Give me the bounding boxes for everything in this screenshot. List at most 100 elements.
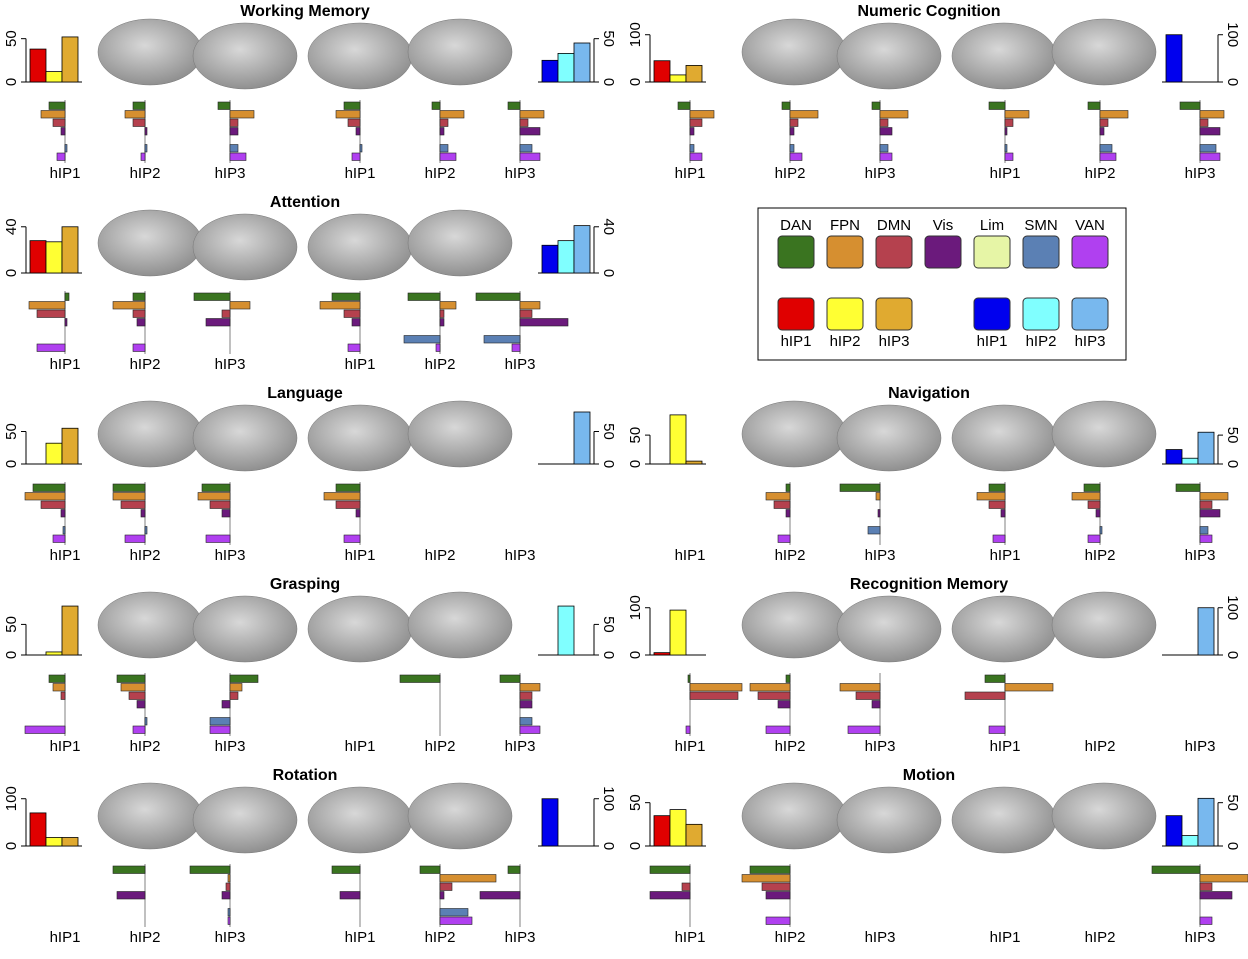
profile-label: hIP1 <box>675 547 706 564</box>
brain-surface <box>741 782 847 850</box>
brain-surface <box>307 786 413 854</box>
profile-bar <box>132 343 146 352</box>
profile-bar <box>229 683 243 692</box>
legend-box <box>757 207 1127 361</box>
bar <box>685 65 703 83</box>
profile-bar <box>988 483 1006 492</box>
profile-bar <box>519 110 545 119</box>
panel-title: Grasping <box>270 576 340 593</box>
y-tick-label: 0 <box>627 842 644 850</box>
y-tick-label: 0 <box>627 78 644 86</box>
profile-bar <box>785 483 791 492</box>
y-tick-label: 100 <box>1224 22 1241 47</box>
brain-surface <box>192 595 298 663</box>
bar <box>653 652 671 656</box>
profile-bar <box>992 534 1006 543</box>
y-tick-label: 0 <box>3 842 20 850</box>
y-tick-label: 0 <box>627 651 644 659</box>
bar <box>1197 431 1215 465</box>
profile-label: hIP1 <box>990 738 1021 755</box>
profile-label: hIP2 <box>130 738 161 755</box>
profile-label: hIP1 <box>345 738 376 755</box>
profile-label: hIP2 <box>1085 929 1116 946</box>
profile-bar <box>879 118 889 127</box>
profile-label: hIP3 <box>1185 547 1216 564</box>
profile-label: hIP1 <box>50 547 81 564</box>
profile-bar <box>221 309 231 318</box>
y-tick-label: 100 <box>627 595 644 620</box>
profile-bar <box>439 309 445 318</box>
bar <box>1181 457 1199 465</box>
profile-bar <box>519 700 533 709</box>
profile-bar <box>1199 144 1217 153</box>
profile-bar <box>205 534 231 543</box>
brain-surface <box>1051 400 1157 468</box>
profile-bar <box>519 118 529 127</box>
profile-bar <box>24 725 66 734</box>
profile-bar <box>1004 118 1014 127</box>
legend-label: Vis <box>933 217 954 234</box>
profile-label: hIP3 <box>215 929 246 946</box>
profile-bar <box>507 101 521 110</box>
profile-bar <box>757 691 791 700</box>
bar <box>685 823 703 847</box>
profile-bar <box>116 674 146 683</box>
profile-label: hIP3 <box>1185 738 1216 755</box>
profile-bar <box>1099 127 1105 136</box>
profile-bar <box>689 144 695 153</box>
profile-label: hIP2 <box>130 547 161 564</box>
profile-label: hIP1 <box>50 165 81 182</box>
brain-surface <box>307 595 413 663</box>
profile-label: hIP1 <box>345 929 376 946</box>
profile-bar <box>439 127 445 136</box>
legend-swatch <box>875 235 913 269</box>
profile-bar <box>136 318 146 327</box>
profile-bar <box>781 101 791 110</box>
profile-label: hIP3 <box>1185 165 1216 182</box>
profile-label: hIP3 <box>505 356 536 373</box>
y-tick-label: 50 <box>600 423 617 440</box>
profile-bar <box>439 882 453 891</box>
profile-label: hIP3 <box>505 165 536 182</box>
profile-bar <box>56 152 66 161</box>
profile-bar <box>189 865 231 874</box>
legend-swatch <box>973 297 1011 331</box>
bar <box>1165 815 1183 847</box>
profile-bar <box>511 343 521 352</box>
profile-bar <box>60 691 66 700</box>
profile-bar <box>24 492 66 501</box>
y-tick-label: 0 <box>627 460 644 468</box>
bar <box>29 812 47 847</box>
profile-bar <box>785 509 791 518</box>
profile-bar <box>48 674 66 683</box>
profile-bar <box>319 301 361 310</box>
profile-bar <box>789 118 799 127</box>
brain-surface <box>407 400 513 468</box>
brain-surface <box>307 213 413 281</box>
profile-bar <box>875 492 881 501</box>
profile-label: hIP2 <box>425 356 456 373</box>
profile-bar <box>879 127 893 136</box>
profile-label: hIP1 <box>345 165 376 182</box>
brain-surface <box>307 22 413 90</box>
profile-bar <box>1199 492 1229 501</box>
y-tick-label: 0 <box>3 78 20 86</box>
brain-surface <box>192 786 298 854</box>
profile-bar <box>519 309 533 318</box>
bar <box>61 427 79 465</box>
profile-bar <box>1083 483 1101 492</box>
profile-bar <box>335 483 361 492</box>
profile-bar <box>439 144 449 153</box>
profile-bar <box>1099 152 1117 161</box>
bar <box>45 442 63 465</box>
profile-bar <box>749 865 791 874</box>
profile-bar <box>1199 118 1209 127</box>
profile-bar <box>1199 891 1233 900</box>
profile-bar <box>519 152 541 161</box>
profile-bar <box>847 725 881 734</box>
profile-bar <box>229 118 239 127</box>
bar <box>61 837 79 847</box>
profile-bar <box>1004 144 1008 153</box>
profile-bar <box>839 483 881 492</box>
profile-label: hIP3 <box>1185 929 1216 946</box>
